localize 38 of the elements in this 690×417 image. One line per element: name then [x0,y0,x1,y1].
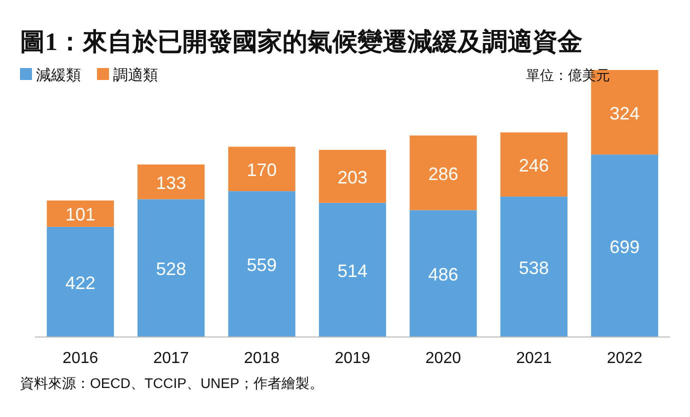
bar [410,136,477,210]
data-label: 422 [65,272,96,293]
bar [318,202,386,337]
x-tick-label: 2021 [516,350,552,367]
data-label: 133 [156,172,186,193]
data-label: 203 [337,167,368,188]
x-tick-label: 2019 [334,350,370,367]
bar [500,132,568,197]
bar [46,226,114,337]
x-tick-label: 2017 [153,350,189,367]
data-label: 170 [246,160,277,180]
x-tick-label: 2020 [425,350,462,367]
data-label: 246 [518,155,549,176]
source-note: 資料來源：OECD、TCCIP、UNEP；作者繪製。 [20,375,324,391]
data-label: 286 [428,164,458,184]
bar [138,164,205,200]
bar [410,210,477,337]
data-label: 559 [246,255,277,276]
bar [591,154,658,337]
bar [46,200,114,227]
chart-title: 圖1：來自於已開發國家的氣候變遷減緩及調適資金 [20,28,582,56]
data-label: 538 [518,258,549,278]
data-label: 528 [156,259,186,280]
legend-label: 調適類 [113,67,158,84]
bar [228,146,296,192]
bar [318,150,386,203]
x-tick-label: 2022 [606,350,643,367]
data-label: 486 [428,264,458,285]
x-tick-label: 2018 [244,350,280,367]
legend-label: 減緩類 [36,67,81,84]
data-label: 514 [337,260,368,281]
data-label: 101 [65,204,96,225]
bar [138,199,205,337]
data-label: 324 [610,103,640,124]
bar [500,196,568,337]
x-tick-label: 2016 [62,350,98,367]
data-label: 699 [610,236,640,257]
bar [228,191,296,337]
